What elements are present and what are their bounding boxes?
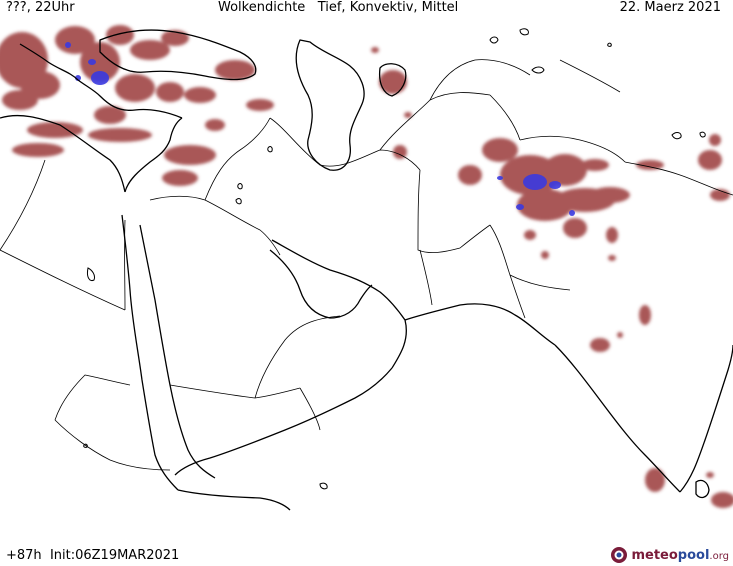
cloud-cluster-himalaya: [458, 134, 730, 259]
forecast-time-label: ???, 22Uhr: [6, 0, 75, 15]
meteopool-logo-icon: [611, 547, 628, 563]
weather-map: [0, 25, 733, 511]
cloud-cluster-central-asia: [371, 47, 412, 159]
map-title: Wolkendichte Tief, Konvektiv, Mittel: [218, 0, 459, 15]
meteopool-logo-text: meteopool.org: [631, 548, 729, 563]
logo-text-part1: meteo: [631, 547, 678, 563]
logo-text-tld: .org: [709, 550, 729, 562]
meteopool-logo[interactable]: meteopool.org: [610, 545, 729, 565]
cloud-cluster-india: [590, 255, 733, 508]
islands: [83, 28, 706, 490]
country-borders: [0, 59, 733, 471]
cloud-density-layer: [0, 25, 733, 508]
logo-text-part2: pool: [677, 547, 710, 563]
cloud-density-high-layer: [65, 42, 575, 216]
coastlines: [0, 29, 733, 511]
init-time-label: +87h Init:06Z19MAR2021: [6, 548, 180, 563]
forecast-date: 22. Maerz 2021: [619, 0, 721, 15]
cloud-cluster-europe: [0, 25, 274, 186]
